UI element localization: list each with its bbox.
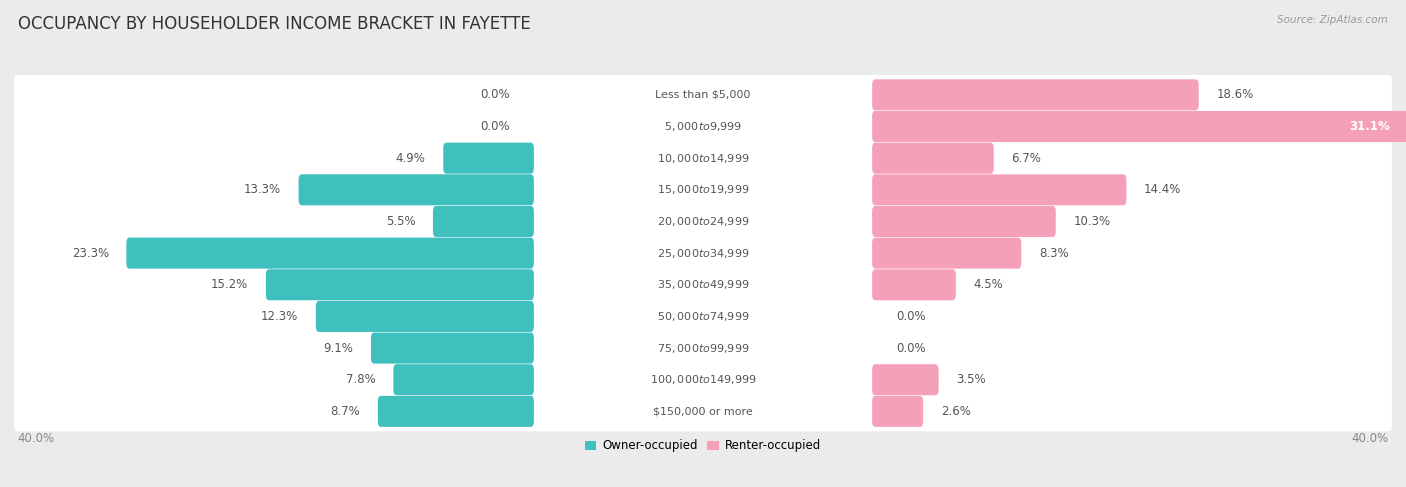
FancyBboxPatch shape — [127, 238, 534, 269]
Text: $5,000 to $9,999: $5,000 to $9,999 — [664, 120, 742, 133]
FancyBboxPatch shape — [394, 364, 534, 395]
FancyBboxPatch shape — [433, 206, 534, 237]
Text: Less than $5,000: Less than $5,000 — [655, 90, 751, 100]
Text: 2.6%: 2.6% — [941, 405, 970, 418]
Text: $10,000 to $14,999: $10,000 to $14,999 — [657, 151, 749, 165]
Text: 3.5%: 3.5% — [956, 373, 986, 386]
Text: 18.6%: 18.6% — [1216, 88, 1254, 101]
Text: 23.3%: 23.3% — [72, 246, 108, 260]
Text: $150,000 or more: $150,000 or more — [654, 406, 752, 416]
FancyBboxPatch shape — [316, 301, 534, 332]
Text: 5.5%: 5.5% — [385, 215, 415, 228]
Text: 0.0%: 0.0% — [481, 88, 510, 101]
Text: 31.1%: 31.1% — [1350, 120, 1391, 133]
Legend: Owner-occupied, Renter-occupied: Owner-occupied, Renter-occupied — [579, 434, 827, 457]
Text: 8.3%: 8.3% — [1039, 246, 1069, 260]
Text: 13.3%: 13.3% — [243, 183, 281, 196]
FancyBboxPatch shape — [872, 238, 1021, 269]
Text: $75,000 to $99,999: $75,000 to $99,999 — [657, 341, 749, 355]
Text: OCCUPANCY BY HOUSEHOLDER INCOME BRACKET IN FAYETTE: OCCUPANCY BY HOUSEHOLDER INCOME BRACKET … — [18, 15, 531, 33]
FancyBboxPatch shape — [14, 75, 1392, 115]
Text: 15.2%: 15.2% — [211, 278, 249, 291]
FancyBboxPatch shape — [14, 170, 1392, 210]
Text: $20,000 to $24,999: $20,000 to $24,999 — [657, 215, 749, 228]
FancyBboxPatch shape — [14, 360, 1392, 400]
FancyBboxPatch shape — [14, 328, 1392, 368]
Text: 14.4%: 14.4% — [1144, 183, 1181, 196]
Text: $35,000 to $49,999: $35,000 to $49,999 — [657, 278, 749, 291]
FancyBboxPatch shape — [298, 174, 534, 206]
FancyBboxPatch shape — [872, 174, 1126, 206]
FancyBboxPatch shape — [14, 202, 1392, 242]
FancyBboxPatch shape — [14, 107, 1392, 147]
FancyBboxPatch shape — [872, 269, 956, 300]
Text: $100,000 to $149,999: $100,000 to $149,999 — [650, 373, 756, 386]
Text: 40.0%: 40.0% — [1351, 432, 1389, 445]
Text: Source: ZipAtlas.com: Source: ZipAtlas.com — [1277, 15, 1388, 25]
FancyBboxPatch shape — [14, 297, 1392, 337]
FancyBboxPatch shape — [872, 206, 1056, 237]
FancyBboxPatch shape — [14, 392, 1392, 431]
Text: 0.0%: 0.0% — [896, 310, 925, 323]
Text: 10.3%: 10.3% — [1073, 215, 1111, 228]
Text: 9.1%: 9.1% — [323, 341, 353, 355]
Text: 4.5%: 4.5% — [973, 278, 1002, 291]
Text: $25,000 to $34,999: $25,000 to $34,999 — [657, 246, 749, 260]
Text: 0.0%: 0.0% — [896, 341, 925, 355]
FancyBboxPatch shape — [872, 396, 924, 427]
Text: 7.8%: 7.8% — [346, 373, 375, 386]
Text: $50,000 to $74,999: $50,000 to $74,999 — [657, 310, 749, 323]
FancyBboxPatch shape — [872, 143, 994, 174]
FancyBboxPatch shape — [371, 333, 534, 364]
FancyBboxPatch shape — [378, 396, 534, 427]
FancyBboxPatch shape — [443, 143, 534, 174]
Text: 4.9%: 4.9% — [396, 151, 426, 165]
FancyBboxPatch shape — [872, 79, 1199, 111]
FancyBboxPatch shape — [872, 111, 1406, 142]
FancyBboxPatch shape — [266, 269, 534, 300]
Text: 8.7%: 8.7% — [330, 405, 360, 418]
Text: 0.0%: 0.0% — [481, 120, 510, 133]
FancyBboxPatch shape — [14, 233, 1392, 273]
FancyBboxPatch shape — [14, 138, 1392, 178]
Text: 6.7%: 6.7% — [1011, 151, 1042, 165]
Text: 12.3%: 12.3% — [262, 310, 298, 323]
Text: 40.0%: 40.0% — [17, 432, 55, 445]
FancyBboxPatch shape — [14, 265, 1392, 305]
Text: $15,000 to $19,999: $15,000 to $19,999 — [657, 183, 749, 196]
FancyBboxPatch shape — [872, 364, 939, 395]
